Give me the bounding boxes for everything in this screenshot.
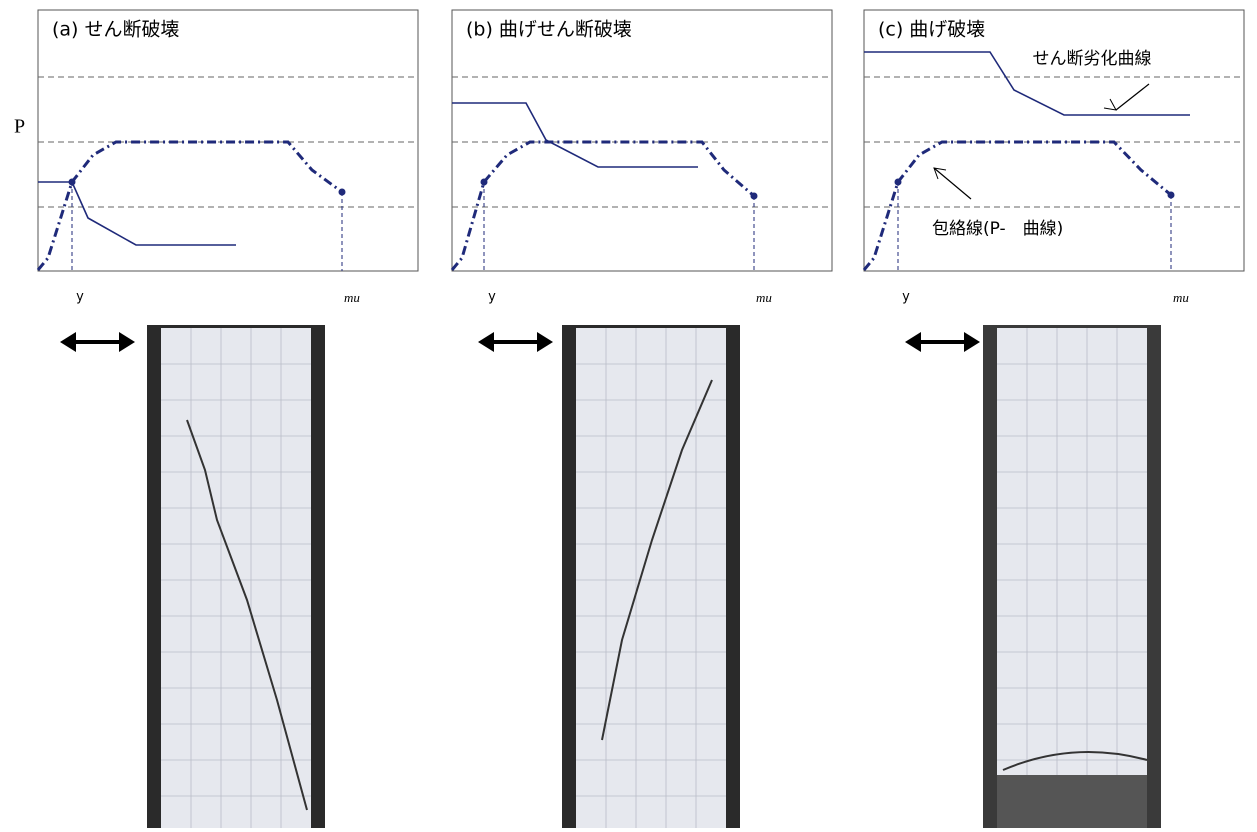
- annotation-arrow: [1116, 84, 1149, 110]
- figure: P (a) せん断破壊 y mu (b) 曲げせん断破壊 y mu (c) 曲げ破壊 y mu せ…: [0, 0, 1257, 828]
- arrow-head: [1104, 99, 1116, 110]
- shear-curve: [452, 103, 698, 167]
- specimen-photo: [983, 325, 1161, 828]
- x-label: y: [902, 290, 910, 305]
- axis-label: P: [14, 116, 25, 138]
- crushed-base: [997, 775, 1147, 828]
- panel-title: (c) 曲げ破壊: [878, 19, 985, 41]
- arrow-head: [60, 332, 76, 352]
- x-label: mu: [1173, 290, 1189, 305]
- panel-title: (b) 曲げせん断破壊: [466, 19, 632, 41]
- specimen-photo: [562, 325, 740, 828]
- arrow-head: [537, 332, 553, 352]
- annotation-arrow: [934, 168, 971, 199]
- arrow-head: [119, 332, 135, 352]
- specimen-photo: [147, 325, 325, 828]
- envelope-curve: [452, 142, 754, 270]
- arrow-head: [905, 332, 921, 352]
- envelope-curve: [864, 142, 1171, 270]
- specimen: [576, 328, 726, 828]
- arrow-head: [478, 332, 494, 352]
- annotation: 包絡線(P- 曲線): [932, 219, 1063, 239]
- annotation: せん断劣化曲線: [1033, 49, 1152, 69]
- x-label: mu: [344, 290, 360, 305]
- panel-title: (a) せん断破壊: [52, 19, 180, 41]
- x-label: y: [76, 290, 84, 305]
- envelope-curve: [38, 142, 342, 270]
- specimen: [161, 328, 311, 828]
- arrow-head: [964, 332, 980, 352]
- x-label: mu: [756, 290, 772, 305]
- x-label: y: [488, 290, 496, 305]
- shear-curve: [38, 182, 236, 245]
